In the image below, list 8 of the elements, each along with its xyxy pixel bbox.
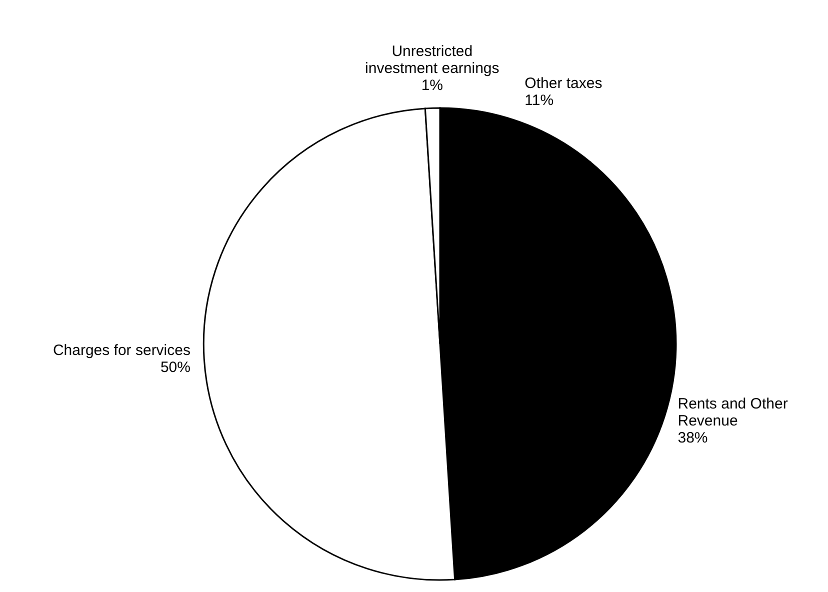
data-label: 11% (524, 92, 554, 109)
data-label: 1% (421, 77, 443, 94)
slice-label: Other taxes (524, 74, 602, 92)
data-label: 38% (678, 429, 708, 446)
slice-label: Charges for services (52, 342, 190, 360)
data-label: 50% (160, 359, 190, 376)
slice-label: Rents and Other Revenue (678, 395, 788, 430)
slice-label: Unrestricted investment earnings (365, 43, 500, 78)
